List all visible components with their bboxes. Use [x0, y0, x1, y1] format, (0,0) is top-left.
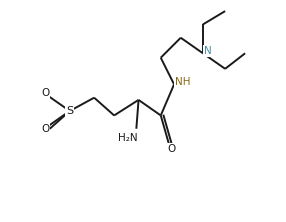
Text: N: N [204, 46, 211, 56]
Text: S: S [66, 106, 73, 116]
Text: H₂N: H₂N [118, 133, 137, 143]
Text: O: O [168, 144, 176, 154]
Text: NH: NH [175, 77, 191, 87]
Text: O: O [41, 124, 49, 134]
Text: O: O [41, 88, 49, 98]
